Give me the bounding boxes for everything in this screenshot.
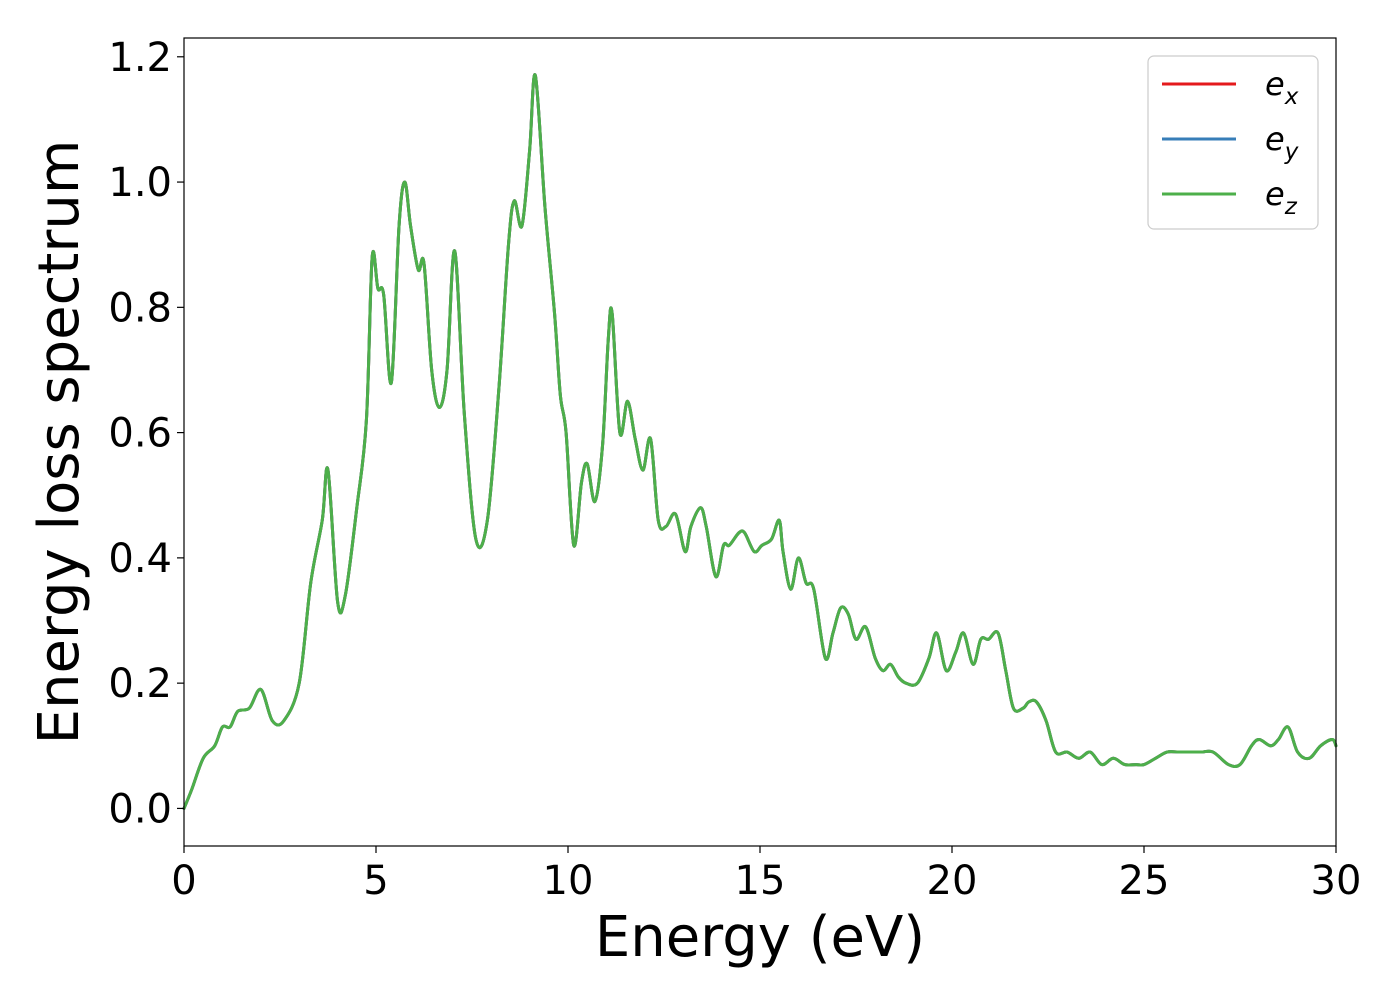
x-tick-label: 15 [735,858,786,904]
series-line-z [182,73,1338,810]
legend: ex ey ez [1147,55,1319,230]
y-tick-label: 0.6 [108,411,172,457]
legend-box [1147,55,1319,230]
y-tick-label: 0.0 [108,786,172,832]
legend-label-x: ex [1265,65,1299,110]
x-tick-label: 5 [363,858,388,904]
x-tick-label: 30 [1311,858,1362,904]
series-layer [182,73,1338,810]
ticks-layer: 0 5 10 15 20 25 30 0.0 0.2 0.4 0.6 0.8 1.0 1.2 [108,35,1361,904]
x-tick-label: 20 [927,858,978,904]
y-tick-label: 1.2 [108,35,172,81]
y-tick-label: 0.2 [108,661,172,707]
y-axis-label: Energy loss spectrum [27,140,92,745]
x-tick-label: 25 [1119,858,1170,904]
y-tick-label: 0.8 [108,285,172,331]
y-tick-label: 0.4 [108,536,172,582]
y-tick-label: 1.0 [108,160,172,206]
x-axis-label: Energy (eV) [595,905,925,970]
legend-label-z: ez [1265,175,1298,220]
x-tick-label: 0 [171,858,196,904]
legend-label-y: ey [1265,120,1299,165]
x-tick-label: 10 [543,858,594,904]
